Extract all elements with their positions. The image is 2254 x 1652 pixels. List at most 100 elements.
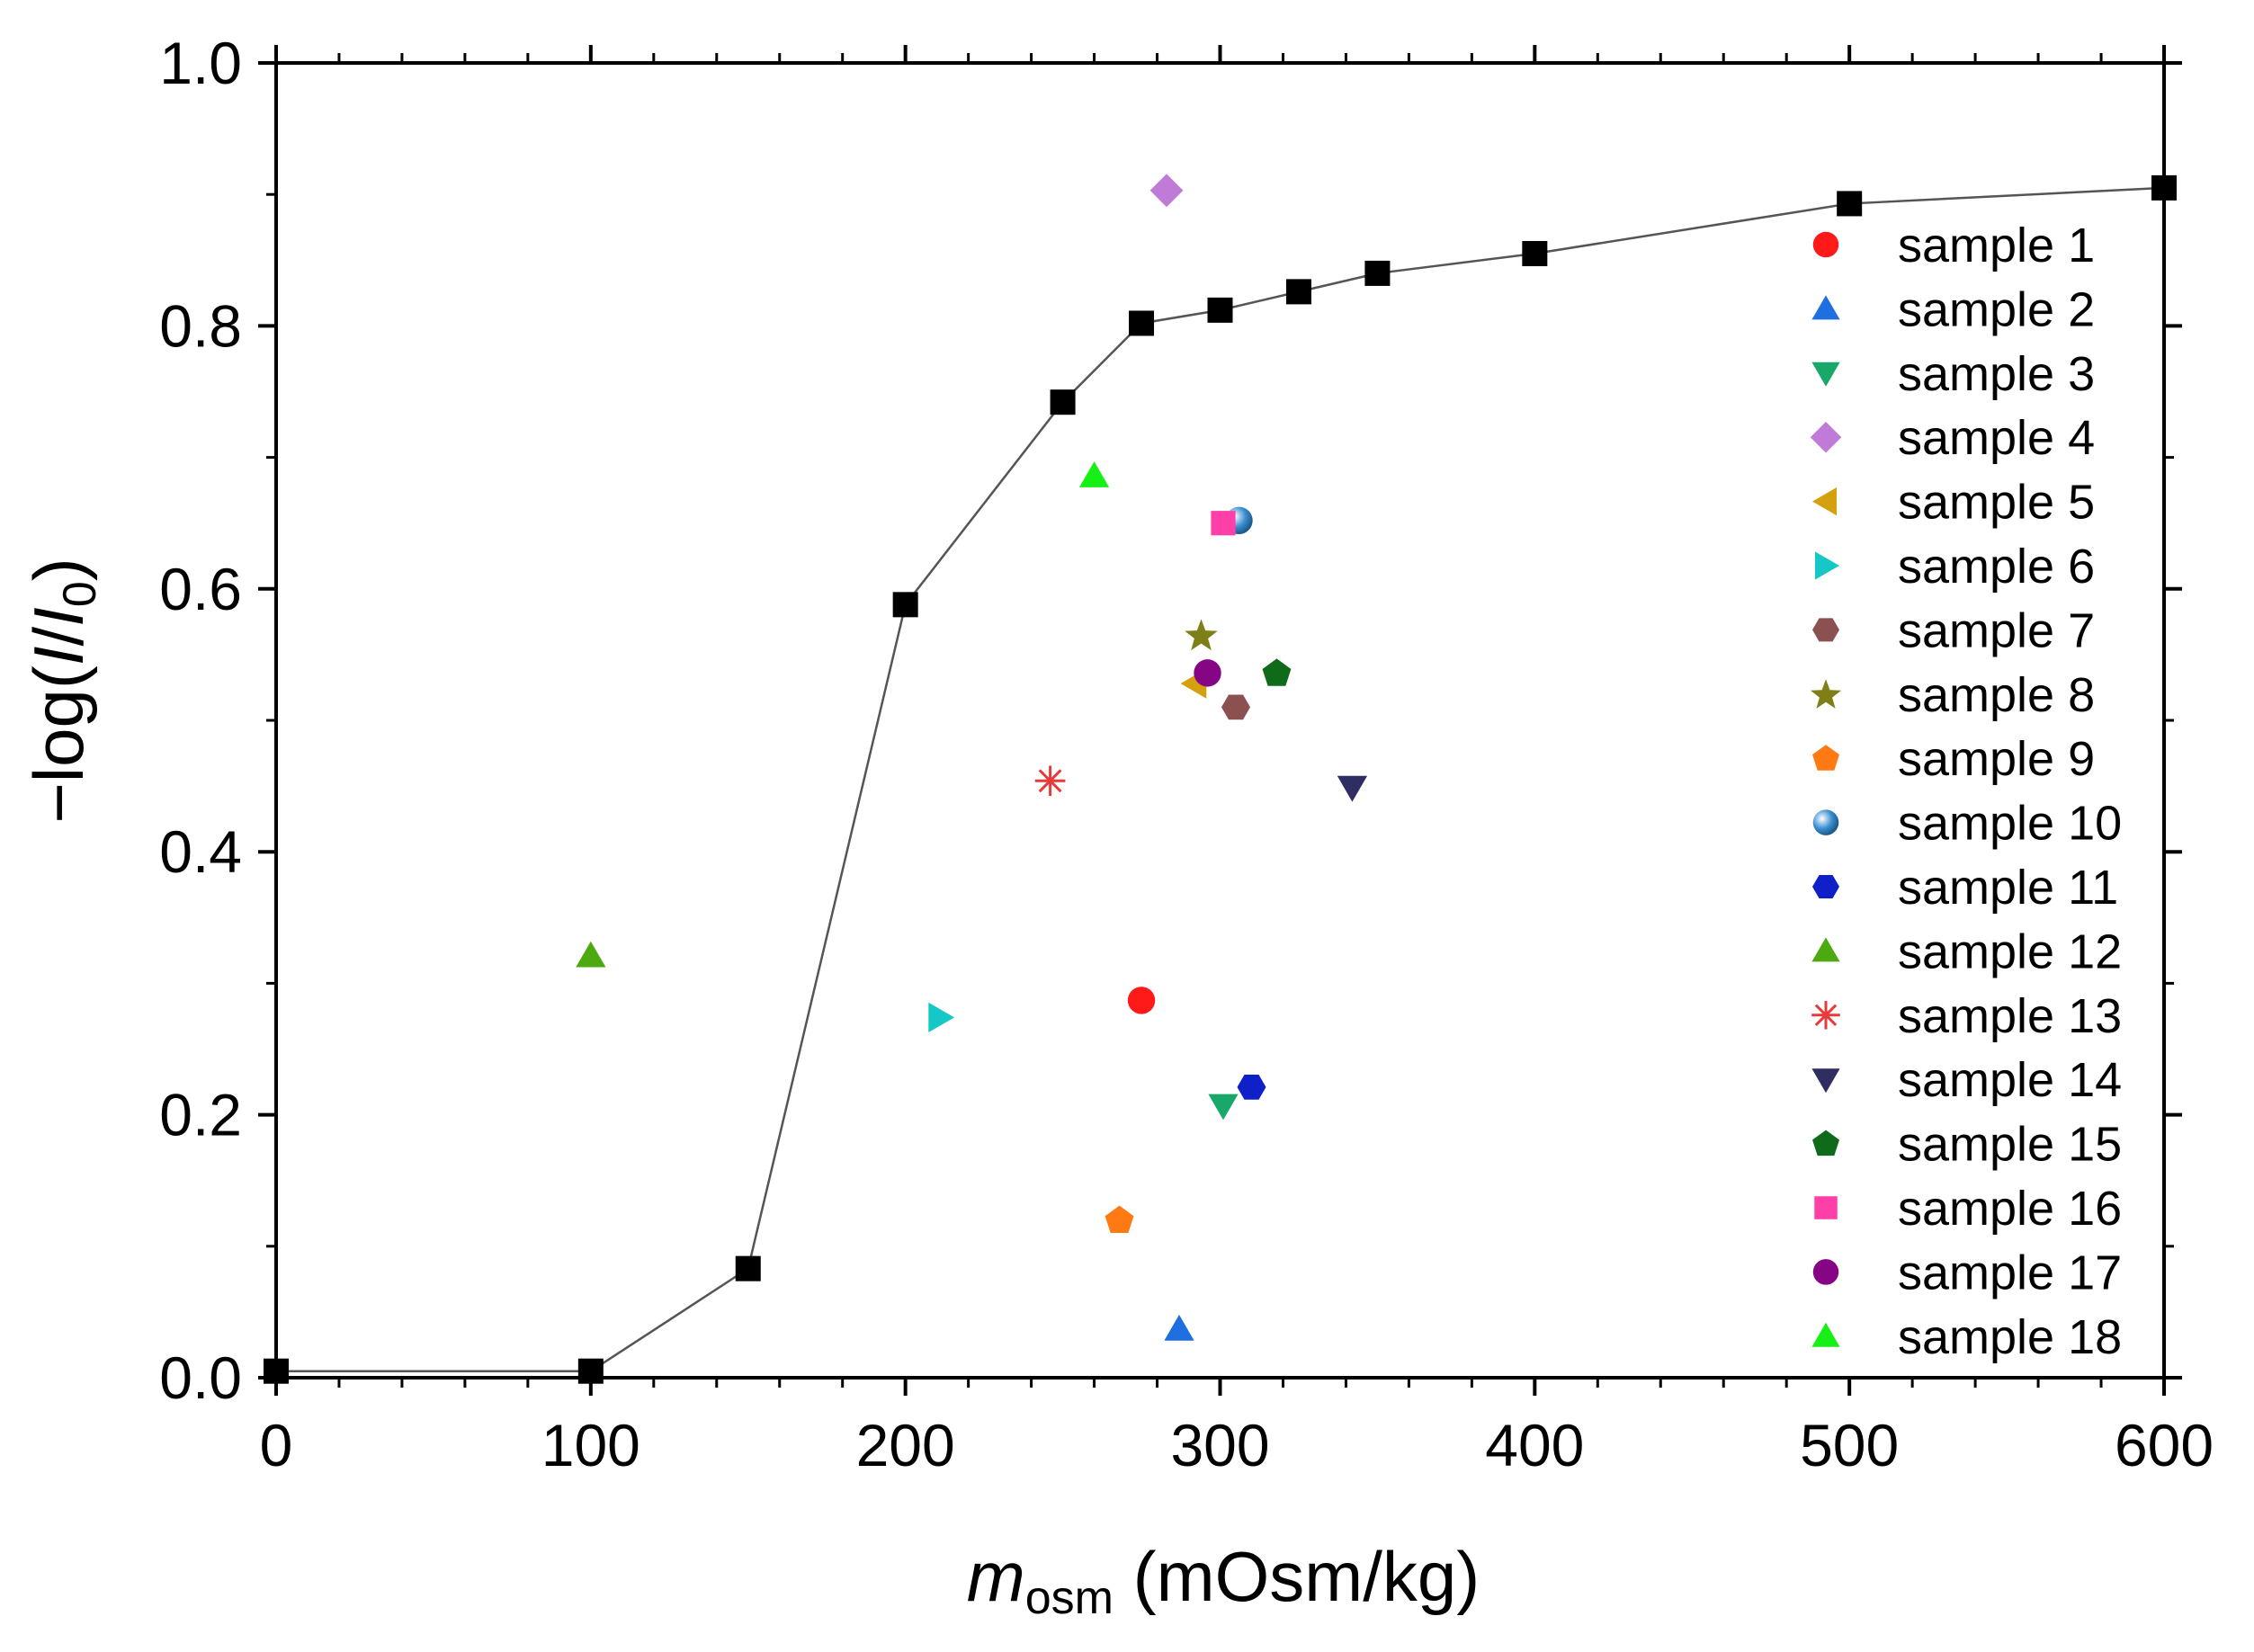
sample-point [1208, 1094, 1239, 1121]
legend-marker [1811, 1322, 1840, 1347]
legend-label: sample 7 [1898, 603, 2095, 657]
legend-marker [1812, 1259, 1839, 1285]
calibration-point [1285, 279, 1311, 305]
legend-marker [1810, 422, 1842, 453]
calibration-point [892, 592, 918, 618]
sample-point [1194, 659, 1221, 687]
legend-item: sample 6 [1815, 540, 2095, 594]
calibration-point [577, 1358, 604, 1384]
legend-item: sample 11 [1812, 861, 2118, 915]
x-axis-title-italic: m [967, 1537, 1025, 1616]
calibration-point [2151, 174, 2177, 201]
legend-label: sample 18 [1898, 1310, 2122, 1364]
legend-label: sample 6 [1898, 540, 2095, 594]
legend-marker [1812, 1130, 1839, 1156]
y-axis-title: −log(I/I0) [19, 558, 106, 824]
x-tick-label: 300 [1170, 1412, 1269, 1478]
legend-marker [1811, 1068, 1840, 1094]
sample-point [1221, 694, 1250, 720]
calibration-line [276, 186, 2165, 1372]
legend-label: sample 13 [1898, 989, 2122, 1043]
legend-label: sample 15 [1898, 1118, 2122, 1172]
sample-point [1034, 765, 1066, 797]
legend-item: sample 16 [1814, 1182, 2122, 1236]
legend-item: sample 10 [1812, 797, 2122, 851]
x-axis-title-rest: (mOsm/kg) [1114, 1537, 1480, 1616]
x-tick-label: 500 [1800, 1412, 1899, 1478]
sample-points [576, 174, 1368, 1341]
legend-marker [1814, 1196, 1838, 1219]
legend-label: sample 11 [1898, 861, 2118, 915]
calibration-point [735, 1255, 761, 1281]
sample-point [1105, 1205, 1134, 1233]
x-tick-label: 0 [260, 1412, 293, 1478]
legend-item: sample 8 [1810, 668, 2095, 722]
legend-label: sample 9 [1898, 732, 2095, 786]
x-axis-title-sub: osm [1025, 1572, 1114, 1624]
sample-point [1164, 1314, 1194, 1341]
legend-marker [1812, 618, 1839, 642]
calibration-point [264, 1358, 289, 1384]
legend-item: sample 4 [1810, 411, 2095, 465]
legend-marker [1811, 937, 1840, 962]
y-tick-label: 0.2 [159, 1082, 242, 1148]
tick-labels: 0 100 200 300 400 500 600 0.0 0.2 0.4 0.6 0.8 1.0 [159, 30, 2214, 1478]
y-tick-label: 0.6 [159, 556, 242, 622]
legend-marker [1812, 487, 1837, 516]
calibration-point [1522, 240, 1548, 266]
legend-marker [1812, 745, 1839, 771]
y-axis-title-i1: I [19, 646, 98, 665]
y-axis-title-slash: / [19, 626, 98, 646]
legend-item: sample 13 [1811, 989, 2122, 1043]
sample-point [1149, 174, 1184, 208]
legend-label: sample 1 [1898, 219, 2095, 272]
x-tick-label: 200 [856, 1412, 955, 1478]
axis-ticks [258, 45, 2182, 1396]
calibration-point [1129, 310, 1155, 336]
calibration-point [1364, 260, 1391, 286]
legend-label: sample 16 [1898, 1182, 2122, 1236]
legend-label: sample 10 [1898, 797, 2122, 851]
calibration-point [1207, 297, 1233, 323]
sample-point [1127, 987, 1156, 1014]
x-axis-title: mosm (mOsm/kg) [967, 1537, 1480, 1624]
legend-marker [1811, 362, 1840, 387]
legend-item: sample 1 [1812, 219, 2095, 272]
sample-point [1237, 1075, 1266, 1100]
legend-label: sample 12 [1898, 924, 2122, 978]
legend-item: sample 3 [1811, 347, 2095, 401]
legend-label: sample 17 [1898, 1246, 2122, 1299]
legend-item: sample 9 [1812, 732, 2095, 786]
legend-marker [1812, 231, 1839, 258]
calibration-point [1050, 389, 1076, 415]
legend-item: sample 15 [1812, 1118, 2122, 1172]
legend-item: sample 5 [1812, 476, 2095, 530]
legend: sample 1 sample 2 sample 3 sample 4 sample 5… [1810, 219, 2122, 1364]
legend-label: sample 14 [1898, 1053, 2122, 1107]
y-tick-label: 1.0 [159, 30, 242, 96]
sample-point [576, 941, 606, 968]
x-tick-label: 400 [1485, 1412, 1584, 1478]
legend-item: sample 18 [1811, 1310, 2122, 1364]
calibration-curve [264, 174, 2177, 1384]
y-axis-title-sub: 0 [54, 581, 106, 607]
legend-marker [1815, 551, 1839, 580]
legend-item: sample 2 [1811, 282, 2095, 336]
legend-marker [1810, 679, 1842, 709]
legend-label: sample 3 [1898, 347, 2095, 401]
x-tick-label: 600 [2115, 1412, 2214, 1478]
calibration-point [1837, 191, 1863, 217]
legend-item: sample 12 [1811, 924, 2122, 978]
sample-point [1262, 658, 1292, 686]
legend-item: sample 17 [1812, 1246, 2122, 1299]
legend-label: sample 2 [1898, 282, 2095, 336]
sample-point [1211, 511, 1236, 536]
y-axis-title-post: ) [19, 558, 98, 581]
legend-marker [1811, 295, 1840, 320]
sample-point [1337, 775, 1368, 802]
y-axis-title-pre: −log( [19, 665, 98, 824]
legend-marker [1812, 809, 1839, 835]
legend-marker [1812, 875, 1839, 898]
y-tick-label: 0.4 [159, 818, 242, 885]
